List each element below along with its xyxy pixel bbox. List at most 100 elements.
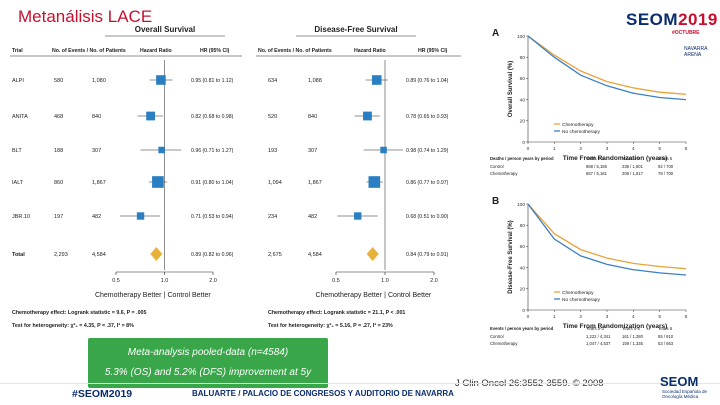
km-risk-header: Years 0-3 (586, 156, 604, 161)
summary-ribbon (88, 338, 328, 388)
forest-events: 580 (54, 78, 63, 84)
forest-study-square (156, 75, 166, 85)
km-risk-value: 159 / 1,335 (622, 341, 644, 346)
forest-effect-text: Chemotherapy effect: Logrank statistic =… (268, 310, 405, 316)
forest-hr-ci: 0.95 (0.81 to 1.12) (191, 78, 234, 84)
forest-hr-ci: 0.91 (0.80 to 1.04) (191, 180, 234, 186)
forest-study-square (152, 176, 164, 188)
forest-events: 2,675 (268, 252, 282, 258)
forest-plot: Overall Survival Trial No. of Events / No.… (10, 25, 461, 329)
logo-sub: #OCTUBRE (672, 30, 700, 36)
forest-col-header: Hazard Ratio (140, 48, 172, 54)
km-x-tick-label: 0 (527, 314, 530, 320)
logo-sub2-line2: ARENA (684, 52, 702, 58)
km-legend-label: Chemotherapy (562, 290, 594, 296)
forest-events: 520 (268, 114, 277, 120)
km-series-line (527, 203, 687, 270)
forest-hr-ci: 0.98 (0.74 to 1.29) (406, 148, 449, 154)
km-x-tick-label: 3 (606, 146, 609, 152)
km-y-tick-label: 20 (520, 119, 526, 125)
footer-divider (0, 383, 720, 384)
logo-sub2: NAVARRA ARENA (684, 46, 707, 58)
forest-x-tick-label: 2.0 (209, 278, 217, 284)
forest-xlabel-right: Control Better (168, 292, 212, 299)
forest-effect-text: Chemotherapy effect: Logrank statistic =… (12, 310, 146, 316)
forest-xlabel-left: Chemotherapy Better (315, 292, 382, 299)
forest-col-header: No. of Events / No. of Patients (52, 48, 126, 54)
forest-col-header: Hazard Ratio (354, 48, 386, 54)
km-panel-letter: B (492, 196, 499, 207)
forest-study-square (371, 75, 382, 85)
logo-sub2-line1: NAVARRA (684, 46, 708, 52)
forest-hr-ci: 0.82 (0.68 to 0.98) (191, 114, 234, 120)
km-y-tick-label: 40 (520, 265, 526, 271)
forest-col-header: HR (95% CI) (200, 48, 230, 54)
forest-events: 468 (54, 114, 63, 120)
km-risk-value: 238 / 1,601 (622, 164, 644, 169)
km-risk-header: Years 6 (658, 326, 673, 331)
km-risk-row-label: Control (490, 164, 504, 169)
forest-hr-ci: 0.84 (0.79 to 0.91) (406, 252, 449, 258)
forest-hr-ci: 0.89 (0.76 to 1.04) (406, 78, 449, 84)
forest-patients: 4,584 (92, 252, 106, 258)
km-y-tick-label: 80 (520, 223, 526, 229)
forest-patients: 1,867 (92, 180, 106, 186)
km-y-tick-label: 100 (517, 202, 525, 208)
forest-x-tick-label: 0.5 (112, 278, 120, 284)
forest-panel-title: Disease-Free Survival (314, 25, 397, 34)
forest-events: 188 (54, 148, 63, 154)
km-series-line (527, 35, 687, 101)
seom2019-logo: SEOM2019 (626, 10, 718, 30)
km-risk-row-label: Chemotherapy (490, 171, 518, 176)
footer-hashtag: #SEOM2019 (72, 388, 133, 400)
forest-study-square (158, 146, 165, 154)
km-risk-value: 1,047 / 4,537 (586, 341, 611, 346)
forest-col-header: Trial (12, 48, 23, 54)
km-risk-value: 209 / 1,617 (622, 171, 644, 176)
km-risk-value: 53 / 653 (658, 341, 674, 346)
forest-patients: 482 (308, 214, 317, 220)
km-x-tick-label: 5 (658, 146, 661, 152)
km-legend-label: Chemotherapy (562, 122, 594, 128)
km-risk-value: 161 / 1,280 (622, 334, 644, 339)
forest-x-tick-label: 1.0 (161, 278, 169, 284)
forest-xlabel-right: Control Better (388, 292, 432, 299)
km-x-tick-label: 4 (632, 314, 635, 320)
forest-patients: 482 (92, 214, 101, 220)
forest-x-tick-label: 1.0 (381, 278, 389, 284)
km-legend-label: No chemotherapy (562, 129, 600, 135)
forest-trial-name: JBR.10 (12, 214, 30, 220)
forest-patients: 840 (308, 114, 317, 120)
logo-main: SEOM (626, 10, 679, 29)
km-xlabel: Time From Randomization (years) (563, 155, 668, 162)
km-y-tick-label: 0 (522, 308, 525, 314)
km-x-tick-label: 4 (632, 146, 635, 152)
forest-patients: 1,080 (92, 78, 106, 84)
forest-study-square (146, 111, 156, 121)
km-risk-header: Events / person years by period (490, 326, 554, 331)
forest-events: 193 (268, 148, 277, 154)
forest-panel-title: Overall Survival (135, 25, 195, 34)
km-x-tick-label: 0 (527, 146, 530, 152)
forest-trial-name: ALPI (12, 78, 24, 84)
km-y-tick-label: 60 (520, 244, 526, 250)
km-y-tick-label: 80 (520, 55, 526, 61)
km-x-tick-label: 5 (658, 314, 661, 320)
forest-patients: 307 (308, 148, 317, 154)
forest-hr-ci: 0.71 (0.53 to 0.94) (191, 214, 234, 220)
ribbon-line2: 5.3% (OS) and 5.2% (DFS) improvement at … (104, 367, 312, 378)
forest-col-header: HR (95% CI) (418, 48, 448, 54)
km-risk-value: 78 / 700 (658, 171, 674, 176)
forest-events: 197 (54, 214, 63, 220)
km-xlabel: Time From Randomization (years) (563, 323, 668, 330)
forest-xlabel-sep: | (384, 292, 386, 299)
forest-heterogeneity-text: Test for heterogeneity: χ²₄ = 5.16, P = … (268, 323, 393, 329)
km-ylabel: Overall Survival (%) (508, 61, 514, 117)
km-ylabel: Disease-Free Survival (%) (508, 220, 514, 293)
km-x-tick-label: 2 (579, 314, 582, 320)
km-risk-header: Years 4-5 (622, 156, 640, 161)
km-y-tick-label: 60 (520, 76, 526, 82)
km-x-tick-label: 2 (579, 146, 582, 152)
km-y-tick-label: 100 (517, 34, 525, 40)
